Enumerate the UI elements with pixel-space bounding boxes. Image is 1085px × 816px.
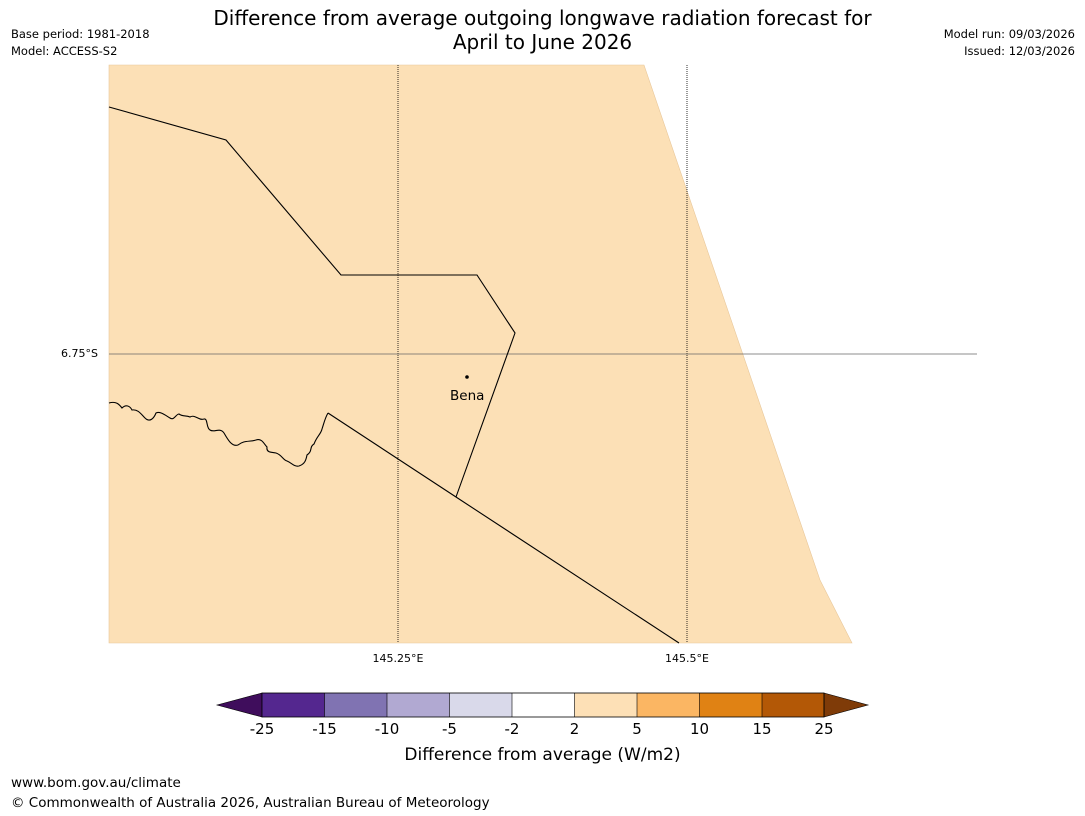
colorbar-tick-label: 25 (814, 720, 834, 738)
model-run-text: Model run: 09/03/2026 (943, 27, 1075, 41)
colorbar-label: Difference from average (W/m2) (404, 745, 681, 765)
bena-marker-dot (465, 375, 469, 379)
map-title: Difference from average outgoing longwav… (0, 6, 1085, 54)
colorbar-tick-label: 15 (752, 720, 772, 738)
colorbar-swatch-2-5 (574, 693, 637, 717)
header-meta-left: Base period: 1981-2018 Model: ACCESS-S2 (11, 26, 150, 60)
colorbar-swatch-neg5-neg10 (387, 693, 450, 717)
province-boundary-north (108, 106, 516, 498)
map-title-line1: Difference from average outgoing longwav… (213, 6, 872, 30)
colorbar-tick-label: -5 (442, 720, 457, 738)
colorbar-swatch-neg2-neg5 (449, 693, 512, 717)
model-text: Model: ACCESS-S2 (11, 44, 118, 58)
colorbar-extend-low (215, 692, 263, 718)
colorbar-tick-label: -15 (312, 720, 337, 738)
province-boundary-south (327, 412, 680, 644)
map-title-line2: April to June 2026 (452, 30, 633, 54)
colorbar-swatch-10-15 (699, 693, 762, 717)
colorbar-tick-label: -25 (249, 720, 275, 738)
colorbar-extend-high (823, 692, 870, 718)
header-meta-right: Model run: 09/03/2026 Issued: 12/03/2026 (944, 26, 1075, 60)
colorbar-swatch-neutral (512, 693, 575, 717)
colorbar-tick-label: 10 (689, 720, 710, 738)
place-label-bena: Bena (450, 388, 485, 404)
footer-copyright: © Commonwealth of Australia 2026, Austra… (11, 795, 490, 811)
colorbar-tick-label: -10 (374, 720, 400, 738)
colorbar-tick-label: 5 (632, 720, 642, 738)
colorbar-frame (261, 692, 825, 718)
base-period-text: Base period: 1981-2018 (11, 27, 150, 41)
longitude-label-145-5: 145.5°E (665, 652, 709, 665)
issued-text: Issued: 12/03/2026 (964, 44, 1075, 58)
colorbar-swatch-5-10 (637, 693, 700, 717)
footer-url: www.bom.gov.au/climate (11, 775, 181, 791)
latitude-label: 6.75°S (61, 347, 98, 360)
map-canvas (108, 64, 977, 644)
colorbar-tick-label: 2 (569, 720, 580, 738)
colorbar-swatch-neg15-neg25 (262, 693, 325, 717)
coastline-river (108, 401, 329, 467)
longitude-label-145-25: 145.25°E (372, 652, 424, 665)
colorbar-swatch-neg10-neg15 (324, 693, 387, 717)
colorbar-dividers (324, 693, 763, 717)
colorbar-tick-label: -2 (504, 720, 520, 738)
colorbar-swatch-15-25 (762, 693, 824, 717)
